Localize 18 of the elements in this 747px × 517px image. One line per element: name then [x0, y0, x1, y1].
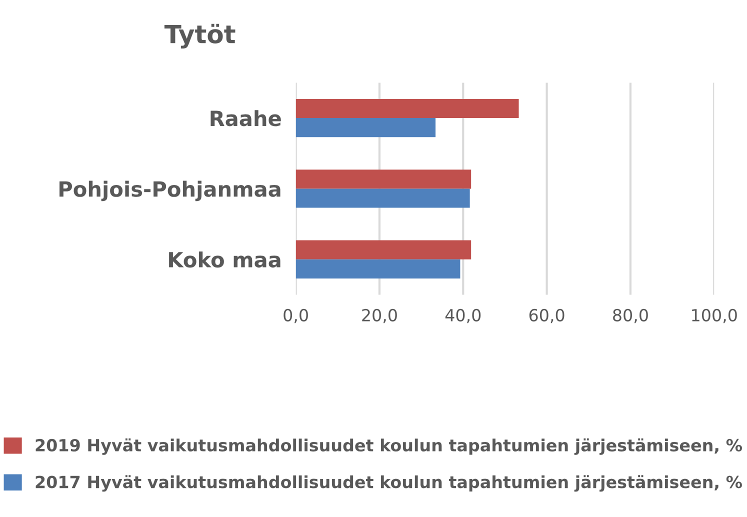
chart-title: Tytöt: [164, 24, 236, 49]
bar: [296, 188, 470, 208]
bar: [296, 240, 472, 260]
legend-label: 2017 Hyvät vaikutusmahdollisuudet koulun tapahtumien järjestämiseen, %: [36, 475, 742, 492]
x-tick-label: 20,0: [362, 308, 397, 324]
x-tick-label: 60,0: [529, 308, 564, 324]
x-tick-label: 40,0: [445, 308, 481, 324]
x-tick-label: 80,0: [613, 308, 648, 324]
bar: [296, 98, 519, 118]
y-tick-label: Koko maa: [169, 251, 280, 268]
y-tick-label: Raahe: [210, 110, 281, 126]
bar: [296, 259, 460, 278]
x-tick-label: 100,0: [692, 308, 737, 324]
x-tick-label: 0,0: [284, 308, 308, 324]
bar: [296, 118, 436, 138]
y-tick-label: Pohjois-Pohjanmaa: [60, 180, 280, 202]
bar: [296, 170, 472, 189]
legend-label: 2019 Hyvät vaikutusmahdollisuudet koulun tapahtumien järjestämiseen, %: [36, 438, 742, 455]
